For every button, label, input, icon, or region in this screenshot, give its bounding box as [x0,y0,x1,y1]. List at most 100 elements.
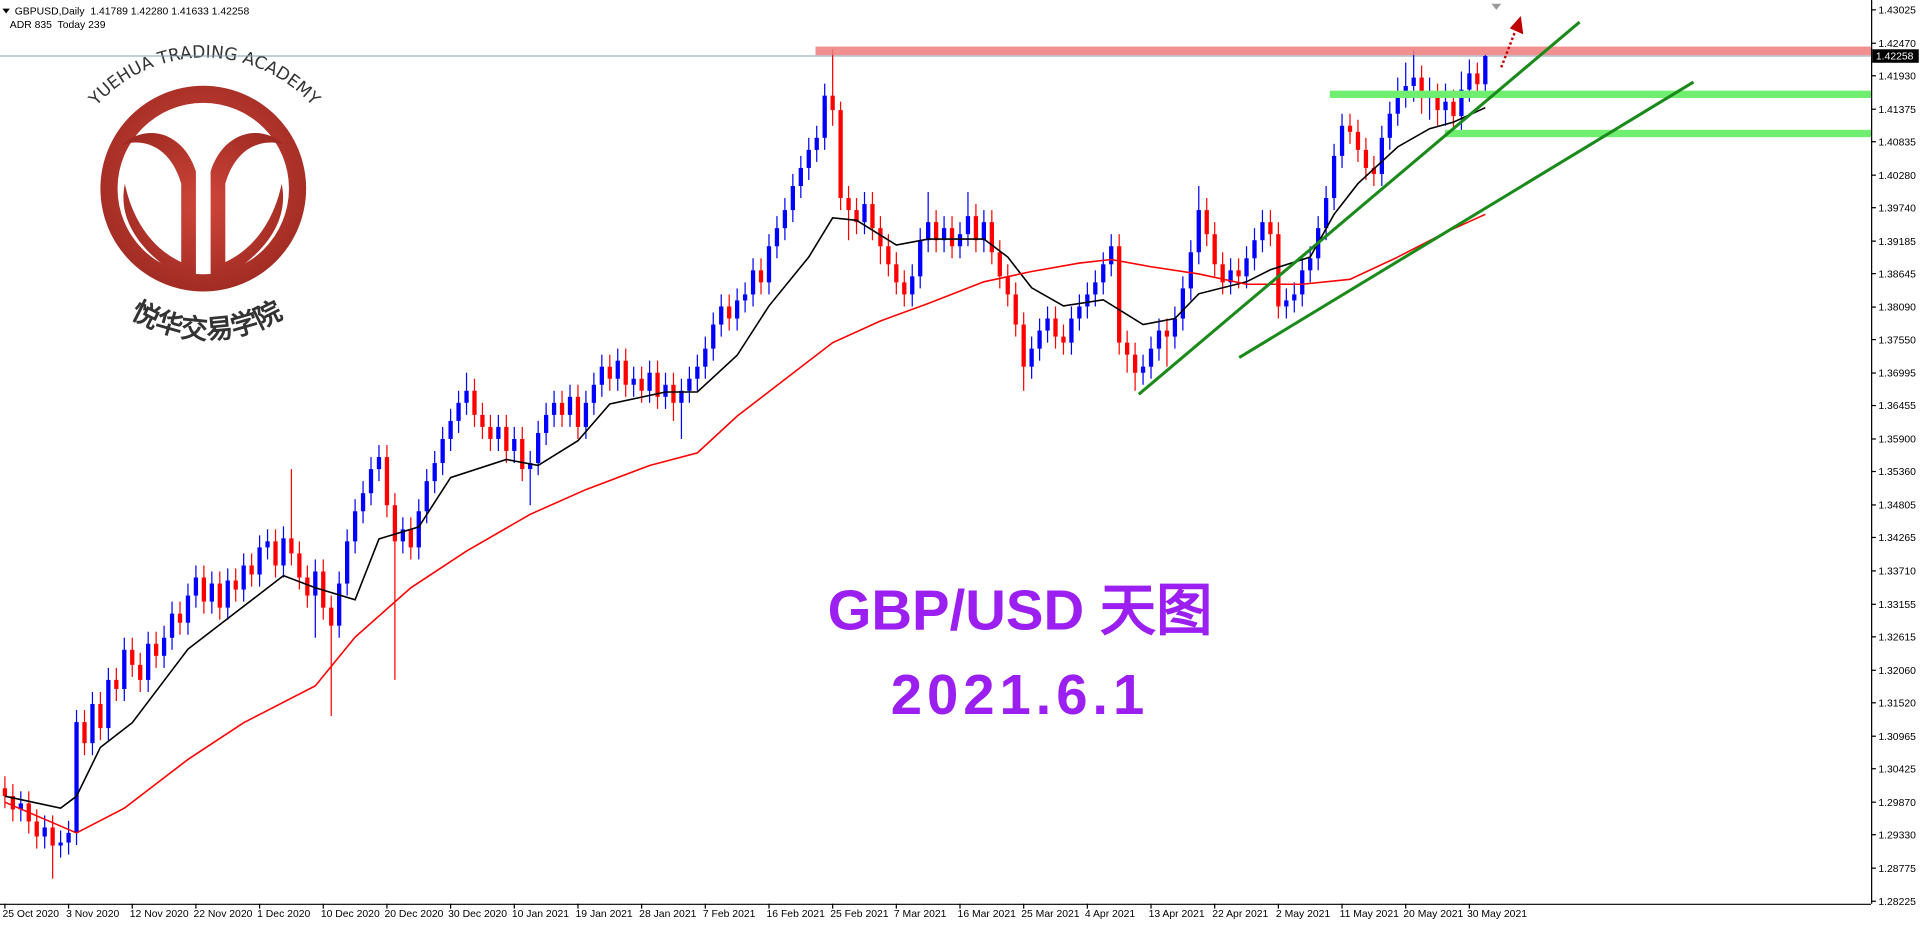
candle-body [949,228,955,247]
candle-body [870,204,875,229]
x-tick-label: 25 Feb 2021 [830,909,889,920]
x-tick-label: 3 Nov 2020 [66,909,119,920]
candle-body [1172,318,1178,337]
candle-body [536,432,541,464]
candle-body [1117,246,1122,343]
y-tick-label: 1.29330 [1878,830,1916,841]
candle-body [209,583,214,602]
candle-body [1483,56,1488,85]
y-tick-label: 1.38090 [1878,303,1916,314]
candle-body [1347,125,1353,132]
candle-body [1029,348,1034,367]
candle-body [1109,246,1114,265]
x-tick-label: 7 Mar 2021 [894,909,947,920]
candle-body [918,240,923,277]
candle-body [1212,234,1217,265]
y-tick-label: 1.38645 [1878,269,1916,280]
support-zone [1444,129,1872,138]
candle-body [862,204,867,223]
candle-body [1308,258,1313,271]
logo-inner [117,102,289,275]
candle-body [1069,318,1074,343]
y-tick-label: 1.37550 [1878,335,1916,346]
y-tick-label: 1.32615 [1878,633,1916,644]
candle-body [1101,264,1106,283]
candle-body [1451,101,1456,117]
candle-body [798,167,803,187]
candle-body [1363,149,1369,168]
candle-body [615,360,620,379]
candle-body [647,372,652,391]
candle-body [392,505,398,542]
candle-body [591,384,597,403]
candle-body [1236,270,1241,277]
last-price-label: 1.42258 [1876,52,1914,63]
candle-body [424,481,429,512]
candle-body [225,580,230,608]
candle-body [727,306,732,319]
candle-body [66,832,71,843]
candle-body [1435,95,1440,111]
menu-triangle [2,8,10,14]
candle-body [432,463,437,482]
candle-body [408,529,413,548]
candle-body [838,110,843,199]
y-tick-label: 1.36455 [1878,401,1916,412]
candle-body [902,282,907,295]
x-tick-label: 30 May 2021 [1467,909,1527,920]
candle-body [758,270,764,283]
candle-body [575,396,581,427]
y-tick-label: 1.42470 [1878,39,1916,50]
candle-body [193,577,199,596]
candle-body [241,565,246,590]
candle-body [973,216,979,241]
candle-body [416,511,421,548]
candle-body [814,137,819,150]
candle-body [1300,270,1305,295]
candle-body [2,788,8,797]
x-tick-label: 4 Apr 2021 [1085,909,1135,920]
candle-body [559,402,565,415]
candle-body [1085,294,1090,307]
candle-body [512,438,517,452]
candle-body [488,426,493,439]
candle-body [297,553,302,578]
candle-body [273,541,278,566]
candle-body [1220,264,1225,283]
x-tick-label: 12 Nov 2020 [130,909,189,920]
candle-body [703,348,708,367]
candle-body [671,384,676,403]
candle-body [1045,318,1050,331]
candle-body [1148,348,1154,367]
candle-body [313,571,318,596]
candle-body [161,637,167,656]
candle-body [472,390,477,415]
candle-body [1284,300,1289,307]
candle-body [98,703,103,729]
y-tick-label: 1.33155 [1878,600,1916,611]
candle-body [1140,366,1146,373]
candle-body [1387,113,1392,138]
last-price-box [1872,49,1919,63]
x-tick-label: 20 Dec 2020 [384,909,443,920]
candle-body [639,378,644,391]
x-tick-label: 28 Jan 2021 [639,909,696,920]
candle-body [1268,222,1273,235]
candle-body [1419,77,1424,99]
candle-body [878,228,883,247]
candle-body [368,469,374,494]
candle-body [854,210,859,223]
candle-body [1467,73,1472,90]
candle-body [1475,73,1480,85]
y-tick-label: 1.30425 [1878,764,1916,775]
candle-body [345,541,350,584]
candle-body [551,402,557,415]
subheader: ADR 835 Today 239 [10,20,106,31]
candle-body [1355,131,1361,150]
candle-body [177,613,183,623]
candle-body [806,149,811,168]
candle-body [655,372,660,397]
trend-line [1137,20,1581,396]
